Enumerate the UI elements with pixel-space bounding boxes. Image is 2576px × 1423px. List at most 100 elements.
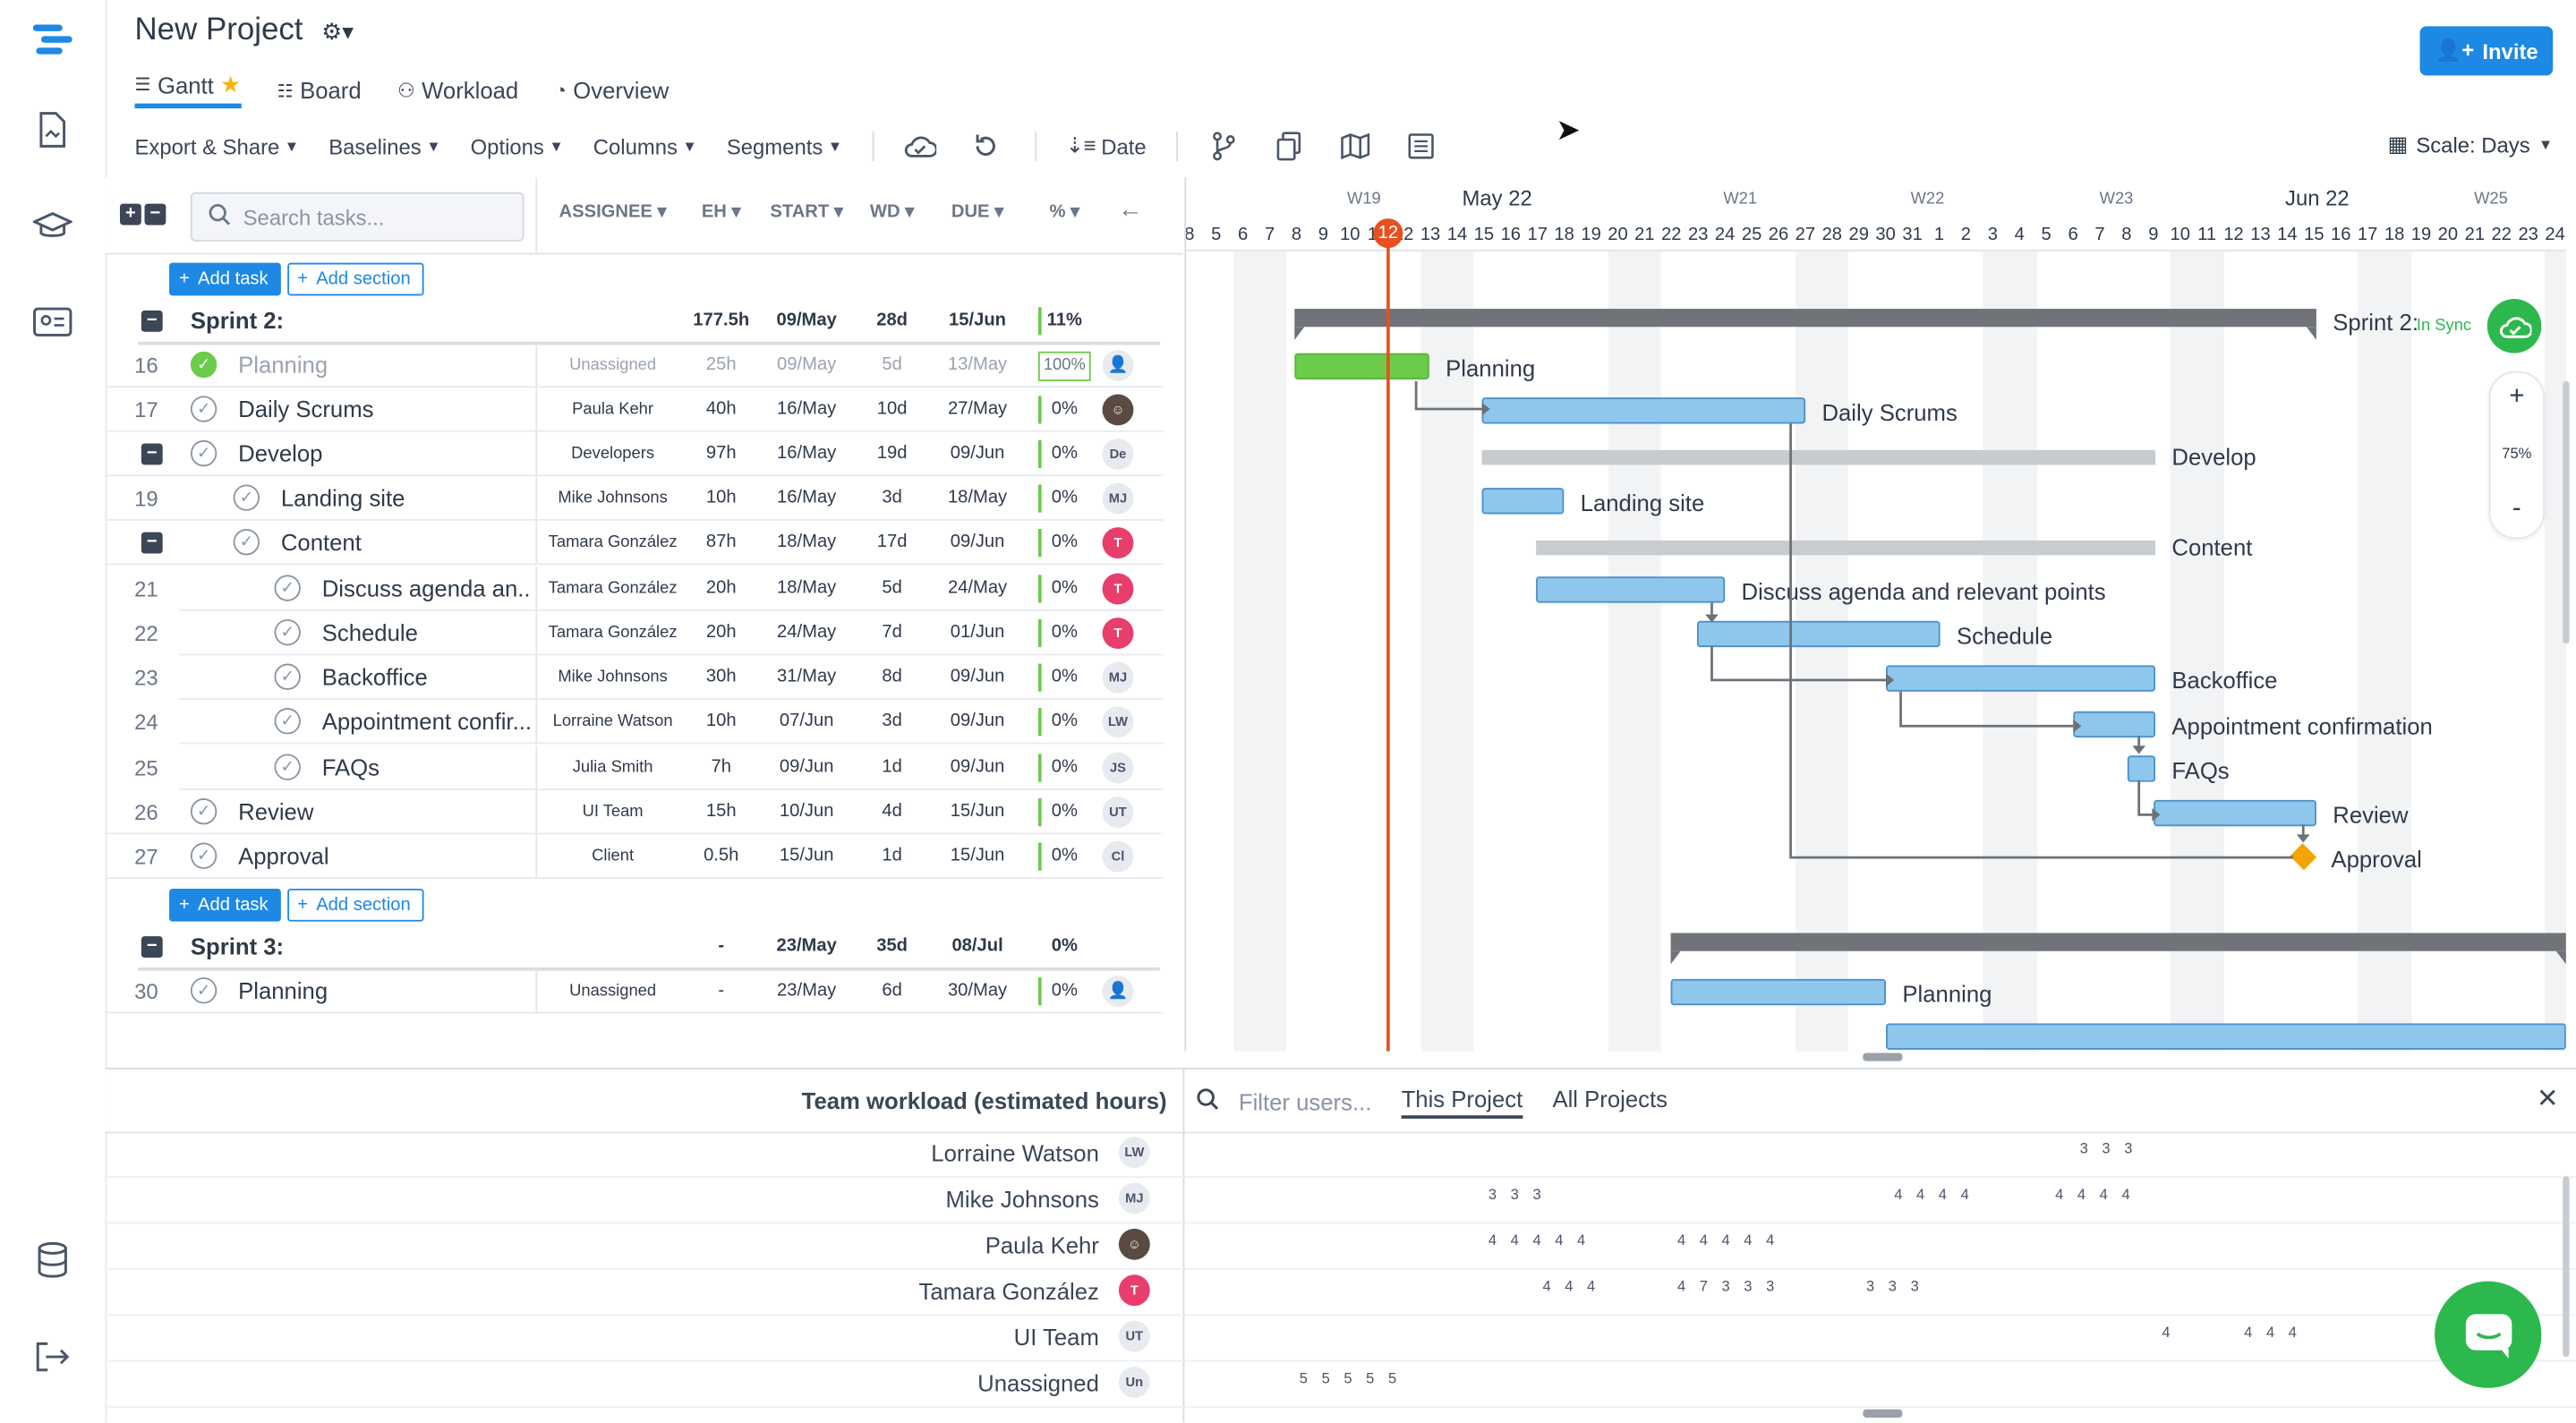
close-icon[interactable]: ✕: [2536, 1086, 2559, 1114]
table-row[interactable]: 17 ✓ Daily Scrums Paula Kehr 40h 16/May 10d 27/…: [105, 388, 1164, 432]
cell-eh[interactable]: 40h: [705, 399, 737, 420]
gantt-scrollbar[interactable]: [2563, 380, 2570, 644]
group-summary-bar[interactable]: [1481, 449, 2156, 465]
zoom-in-button[interactable]: +: [2509, 382, 2525, 411]
cell-eh[interactable]: 7h: [711, 757, 731, 778]
branch-icon[interactable]: [1207, 132, 1241, 161]
task-name[interactable]: Review: [238, 798, 314, 825]
cell-pct[interactable]: 0%: [1051, 488, 1078, 508]
cell-pct[interactable]: 0%: [1051, 980, 1078, 1001]
cell-pct[interactable]: 100%: [1037, 351, 1091, 381]
collapse-grid-arrow-icon[interactable]: ←: [1117, 195, 1143, 224]
tab-gantt[interactable]: ☰ Gantt ★: [134, 71, 242, 109]
cell-wd[interactable]: 4d: [882, 801, 902, 822]
complete-checkbox-icon[interactable]: ✓: [190, 977, 218, 1004]
collapse-group-icon[interactable]: −: [141, 443, 163, 465]
task-name[interactable]: Develop: [238, 439, 323, 467]
cell-pct[interactable]: 0%: [1051, 846, 1078, 866]
task-name[interactable]: Appointment confir...: [321, 708, 533, 735]
complete-checkbox-icon[interactable]: ✓: [190, 798, 218, 825]
task-name[interactable]: Discuss agenda an...: [321, 575, 533, 601]
cell-due[interactable]: 09/Jun: [950, 667, 1005, 687]
cell-wd[interactable]: 6d: [882, 980, 902, 1001]
cell-wd[interactable]: 17d: [876, 532, 908, 552]
cloud-check-icon[interactable]: [903, 132, 936, 161]
complete-checkbox-icon[interactable]: ✓: [190, 842, 218, 869]
workload-row[interactable]: UI Team UT 4 4 4 4: [105, 1314, 2576, 1362]
cell-start[interactable]: 23/May: [777, 980, 837, 1001]
table-row[interactable]: 30 ✓ Planning Unassigned - 23/May 6d 30/May 0% 👤: [105, 968, 1164, 1014]
cell-start[interactable]: 31/May: [777, 667, 837, 687]
complete-checkbox-icon[interactable]: ✓: [233, 528, 260, 556]
cell-assignee[interactable]: Client: [592, 848, 635, 866]
tab-this-project[interactable]: This Project: [1401, 1086, 1523, 1119]
cell-due[interactable]: 27/May: [947, 399, 1008, 420]
cell-assignee[interactable]: Lorraine Watson: [552, 712, 673, 731]
database-icon[interactable]: [33, 1240, 73, 1280]
workload-row[interactable]: Mike Johnsons MJ 3 3 3 4 4 4 4 4 4 4 4: [105, 1176, 2576, 1224]
table-row[interactable]: − ✓ Develop Developers 97h 16/May 19d 09/Jun 0% D…: [105, 431, 1164, 477]
cell-eh[interactable]: 15h: [705, 801, 737, 822]
cell-pct[interactable]: 0%: [1051, 622, 1078, 643]
cell-pct[interactable]: 0%: [1051, 801, 1078, 822]
gear-icon[interactable]: ⚙▾: [321, 18, 354, 45]
cell-start[interactable]: 09/Jun: [779, 757, 834, 778]
expand-all-icon[interactable]: +: [119, 203, 141, 226]
workload-scrollbar[interactable]: [2563, 1176, 2570, 1358]
workload-row[interactable]: Tamara González T 4 4 4 4 7 3 3 3 3 3 3: [105, 1268, 2576, 1316]
column-header-eh[interactable]: EH ▾: [701, 201, 741, 222]
cell-assignee[interactable]: UI Team: [582, 803, 644, 822]
report-icon[interactable]: [1404, 132, 1437, 161]
segments-menu[interactable]: Segments ▼: [727, 134, 842, 159]
cell-due[interactable]: 15/Jun: [950, 801, 1005, 822]
cell-start[interactable]: 16/May: [777, 443, 837, 464]
cell-due[interactable]: 30/May: [947, 980, 1008, 1001]
cell-assignee[interactable]: Mike Johnsons: [558, 489, 668, 508]
complete-checkbox-icon[interactable]: ✓: [190, 351, 218, 379]
task-name[interactable]: Planning: [238, 351, 328, 379]
app-logo-icon[interactable]: [32, 20, 73, 59]
table-row[interactable]: 25 ✓ FAQs Julia Smith 7h 09/Jun 1d 09/Jun 0% JS: [105, 746, 1164, 790]
cell-eh[interactable]: 10h: [705, 711, 737, 731]
cell-pct[interactable]: 0%: [1051, 711, 1078, 731]
tab-board[interactable]: ☷ Board: [277, 72, 362, 108]
collapse-section-icon[interactable]: −: [141, 310, 163, 332]
cell-assignee[interactable]: Unassigned: [569, 982, 657, 1001]
table-row[interactable]: 16 ✓ Planning Unassigned 25h 09/May 5d 13/May 10…: [105, 343, 1164, 388]
map-icon[interactable]: [1338, 132, 1371, 161]
column-header-wd[interactable]: WD ▾: [869, 201, 915, 222]
options-menu[interactable]: Options ▼: [471, 134, 564, 159]
cell-start[interactable]: 16/May: [777, 488, 837, 508]
complete-checkbox-icon[interactable]: ✓: [233, 484, 260, 511]
table-row[interactable]: 19 ✓ Landing site Mike Johnsons 10h 16/May 3d 1…: [105, 476, 1164, 521]
cell-assignee[interactable]: Unassigned: [569, 356, 657, 375]
cell-eh[interactable]: 0.5h: [704, 846, 739, 866]
horizontal-scroll-handle[interactable]: [1863, 1409, 1903, 1418]
task-name[interactable]: Content: [280, 528, 362, 556]
invite-button[interactable]: 👤+ Invite: [2420, 26, 2554, 76]
column-header-due[interactable]: DUE ▾: [951, 201, 1004, 222]
columns-menu[interactable]: Columns ▼: [593, 134, 697, 159]
complete-checkbox-icon[interactable]: ✓: [274, 708, 301, 735]
complete-checkbox-icon[interactable]: ✓: [274, 618, 301, 646]
task-name[interactable]: Planning: [238, 977, 328, 1004]
workload-row[interactable]: Lorraine Watson LW 3 3 3: [105, 1130, 2576, 1178]
collapse-section-icon[interactable]: −: [141, 936, 163, 959]
task-bar[interactable]: [1886, 1023, 2566, 1050]
complete-checkbox-icon[interactable]: ✓: [274, 754, 301, 780]
table-row[interactable]: − ✓ Content Tamara González 87h 18/May 17d 09/J…: [105, 520, 1164, 566]
cell-wd[interactable]: 5d: [882, 578, 902, 599]
add-task-button[interactable]: + Add task: [169, 262, 282, 296]
cell-start[interactable]: 09/May: [777, 354, 837, 375]
cell-wd[interactable]: 3d: [882, 488, 902, 508]
table-row[interactable]: 23 ✓ Backoffice Mike Johnsons 30h 31/May 8d 09/…: [105, 655, 1164, 700]
copy-icon[interactable]: [1273, 132, 1306, 161]
cell-eh[interactable]: 25h: [705, 354, 737, 375]
cell-wd[interactable]: 5d: [882, 354, 902, 375]
cell-eh[interactable]: 87h: [705, 532, 737, 552]
cloud-sync-button[interactable]: [2486, 299, 2542, 354]
task-bar[interactable]: [2154, 799, 2316, 827]
column-header-assignee[interactable]: ASSIGNEE ▾: [559, 201, 667, 222]
cell-wd[interactable]: 8d: [882, 667, 902, 687]
scale-selector[interactable]: ▦ Scale: Days ▼: [2388, 132, 2554, 158]
